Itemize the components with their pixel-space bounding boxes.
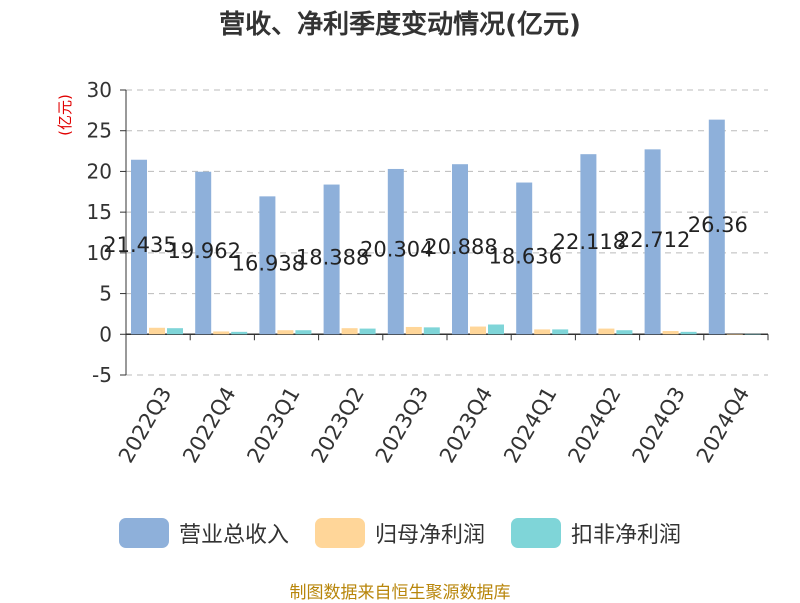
data-label: 26.36 xyxy=(688,213,748,237)
x-tick-label: 2024Q1 xyxy=(499,383,561,467)
bar-deducted-profit xyxy=(744,333,761,335)
legend-swatch-net-profit xyxy=(314,518,365,548)
bar-net-profit xyxy=(149,327,165,335)
source-note: 制图数据来自恒生聚源数据库 xyxy=(289,583,511,603)
data-label: 22.712 xyxy=(617,228,690,252)
legend: 营业总收入 归母净利润 扣非净利润 xyxy=(0,517,800,549)
y-tick-label: 30 xyxy=(87,78,112,102)
data-label: 20.888 xyxy=(424,235,497,259)
bar-deducted-profit xyxy=(488,324,504,335)
x-tick-label: 2023Q4 xyxy=(435,383,497,467)
x-tick-label: 2024Q2 xyxy=(563,383,625,467)
y-tick-label: 5 xyxy=(99,282,112,306)
x-tick-label: 2023Q2 xyxy=(307,383,369,467)
bar-net-profit xyxy=(405,326,422,335)
bar-deducted-profit xyxy=(167,328,183,335)
data-label: 18.388 xyxy=(296,245,369,269)
legend-item-deducted-profit[interactable]: 扣非净利润 xyxy=(511,517,681,549)
y-tick-label: 15 xyxy=(87,200,112,224)
x-tick-label: 2023Q1 xyxy=(242,383,304,467)
bar-net-profit xyxy=(277,330,294,335)
bar-net-profit xyxy=(470,326,486,335)
bar-revenue xyxy=(131,159,147,335)
data-label: 20.304 xyxy=(360,238,433,262)
y-axis-unit-label: (亿元) xyxy=(56,94,74,136)
bar-deducted-profit xyxy=(616,330,633,335)
y-tick-label: -5 xyxy=(92,363,112,387)
legend-label-net-profit: 归母净利润 xyxy=(374,523,485,548)
legend-item-revenue[interactable]: 营业总收入 xyxy=(118,517,289,549)
bar-revenue xyxy=(580,154,597,335)
bar-revenue xyxy=(259,196,276,335)
bar-deducted-profit xyxy=(359,328,376,335)
data-label: 19.962 xyxy=(167,239,240,263)
bar-net-profit xyxy=(662,331,679,335)
bar-deducted-profit xyxy=(680,331,697,335)
bar-net-profit xyxy=(598,328,615,335)
bar-deducted-profit xyxy=(295,330,312,335)
chart-title: 营收、净利季度变动情况(亿元) xyxy=(219,10,581,40)
bar-revenue xyxy=(387,168,404,335)
bar-revenue xyxy=(323,184,340,335)
bar-net-profit xyxy=(534,329,551,335)
bars xyxy=(131,119,761,335)
bar-deducted-profit xyxy=(423,327,440,335)
bar-net-profit xyxy=(341,328,358,335)
bar-revenue xyxy=(452,164,468,335)
y-tick-label: 25 xyxy=(87,119,112,143)
x-tick-label: 2022Q3 xyxy=(114,383,176,467)
data-label: 22.118 xyxy=(553,230,626,254)
bar-deducted-profit xyxy=(552,329,569,335)
y-tick-label: 0 xyxy=(99,322,112,346)
bar-revenue xyxy=(195,171,212,335)
legend-swatch-deducted-profit xyxy=(511,518,561,548)
data-labels: 21.43519.96216.93818.38820.30420.88818.6… xyxy=(103,213,748,275)
bar-revenue xyxy=(708,119,725,335)
x-tick-label: 2024Q4 xyxy=(692,383,754,467)
legend-label-revenue: 营业总收入 xyxy=(178,523,289,548)
x-tick-label: 2022Q4 xyxy=(178,383,240,467)
bar-revenue xyxy=(644,149,661,335)
bar-deducted-profit xyxy=(231,331,248,335)
bar-net-profit xyxy=(726,334,743,335)
bar-revenue xyxy=(516,182,533,335)
legend-item-net-profit[interactable]: 归母净利润 xyxy=(314,517,485,549)
y-tick-label: 10 xyxy=(87,241,112,265)
data-label: 21.435 xyxy=(103,233,176,257)
legend-swatch-revenue xyxy=(118,518,169,548)
y-tick-label: 20 xyxy=(87,159,112,183)
bar-net-profit xyxy=(213,331,230,335)
data-label: 18.636 xyxy=(488,244,561,268)
legend-label-deducted-profit: 扣非净利润 xyxy=(571,523,682,548)
x-tick-label: 2023Q3 xyxy=(371,383,433,467)
x-tick-label: 2024Q3 xyxy=(628,383,690,467)
data-label: 16.938 xyxy=(232,251,305,275)
